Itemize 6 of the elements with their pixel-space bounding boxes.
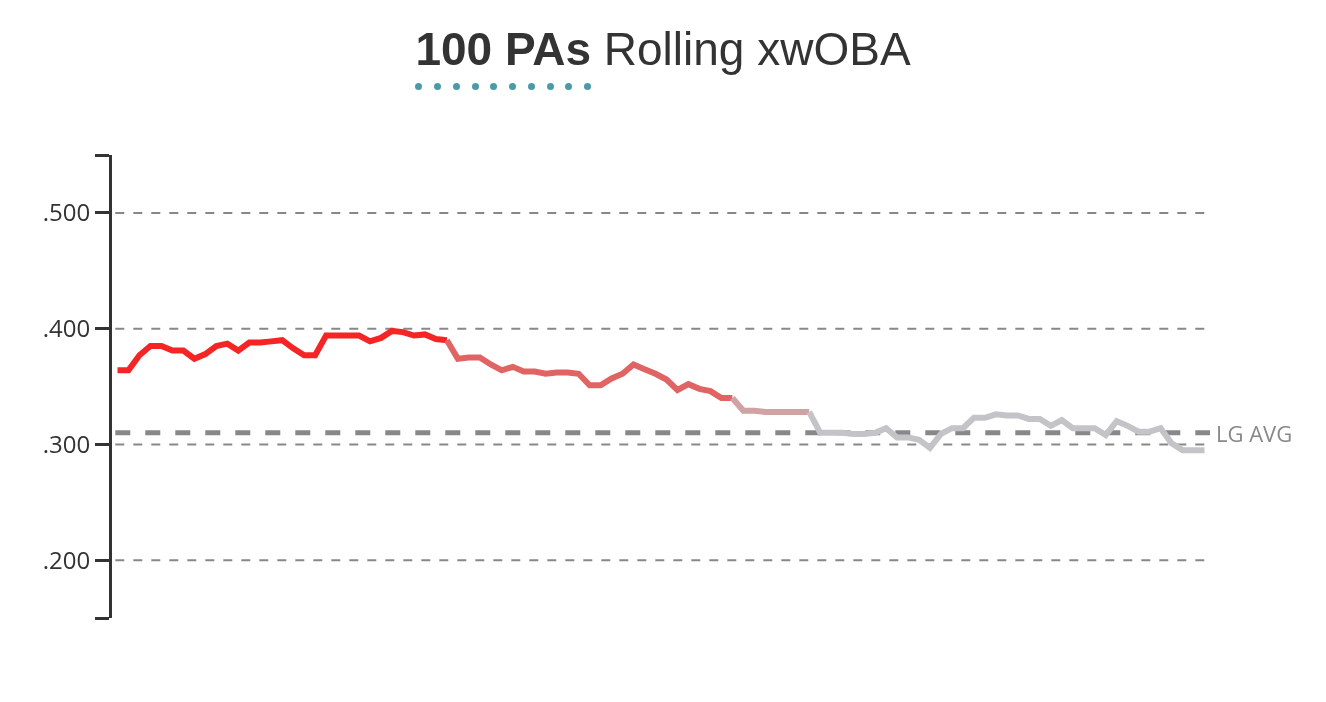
y-tick-label: .300 [42,426,91,460]
ref-line-label: LG AVG [1216,418,1293,448]
y-tick-label: .500 [42,195,91,229]
chart-title: 100 PAs Rolling xwOBA [415,23,911,76]
y-tick-label: .400 [42,311,91,345]
y-tick-label: .200 [42,542,91,576]
